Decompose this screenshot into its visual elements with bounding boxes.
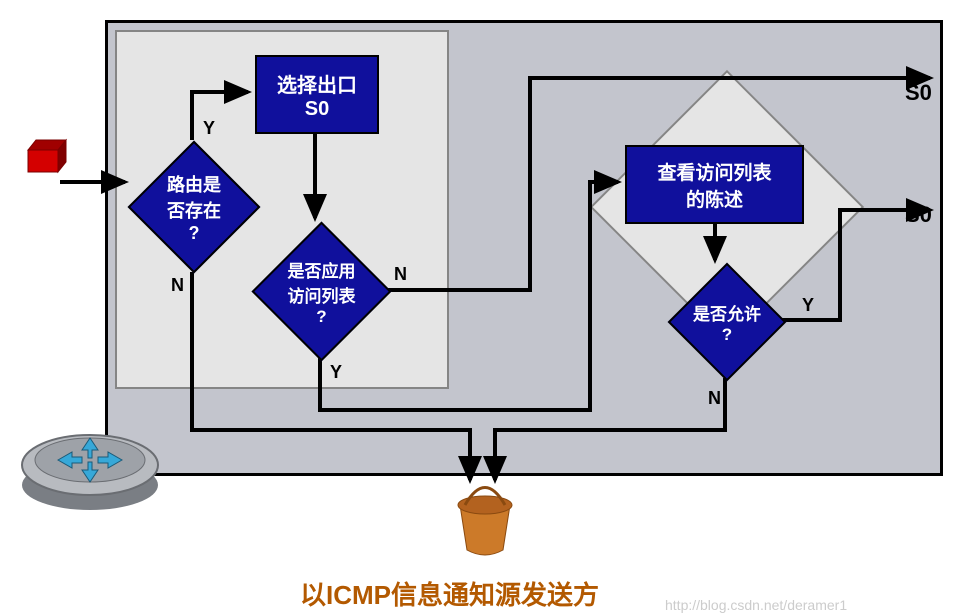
bucket-icon bbox=[458, 488, 512, 556]
router-icon bbox=[22, 435, 158, 510]
r2-line2: 的陈述 bbox=[686, 185, 743, 212]
d2-line2: 访问列表 bbox=[288, 282, 356, 307]
d2-line3: ? bbox=[316, 307, 326, 327]
label-n1: N bbox=[171, 275, 184, 296]
label-s0-top: S0 bbox=[905, 80, 932, 106]
d3-line2: ? bbox=[722, 325, 732, 345]
d1-line3: ? bbox=[189, 223, 200, 244]
watermark: http://blog.csdn.net/deramer1 bbox=[665, 597, 847, 613]
label-y1: Y bbox=[203, 118, 215, 139]
label-n2: N bbox=[394, 264, 407, 285]
r2-line1: 查看访问列表 bbox=[657, 158, 771, 185]
red-packet-icon bbox=[28, 140, 66, 172]
label-y3: Y bbox=[802, 295, 814, 316]
label-s0-mid: S0 bbox=[905, 202, 932, 228]
flowchart-canvas: 路由是 否存在 ? 选择出口 S0 是否应用 访问列表 ? 查看访问列表 的陈述… bbox=[0, 0, 965, 616]
d2-line1: 是否应用 bbox=[288, 257, 356, 282]
label-n3: N bbox=[708, 388, 721, 409]
process-check-acl: 查看访问列表 的陈述 bbox=[625, 145, 804, 224]
d1-line2: 否存在 bbox=[167, 197, 221, 223]
label-y2: Y bbox=[330, 362, 342, 383]
edges-svg bbox=[0, 0, 965, 616]
r1-line2: S0 bbox=[305, 98, 329, 121]
r1-line1: 选择出口 bbox=[277, 69, 357, 98]
d3-line1: 是否允许 bbox=[693, 300, 761, 325]
d1-line1: 路由是 bbox=[167, 171, 221, 197]
caption-icmp: 以ICMP信息通知源发送方 bbox=[300, 575, 599, 612]
process-select-exit: 选择出口 S0 bbox=[255, 55, 379, 134]
